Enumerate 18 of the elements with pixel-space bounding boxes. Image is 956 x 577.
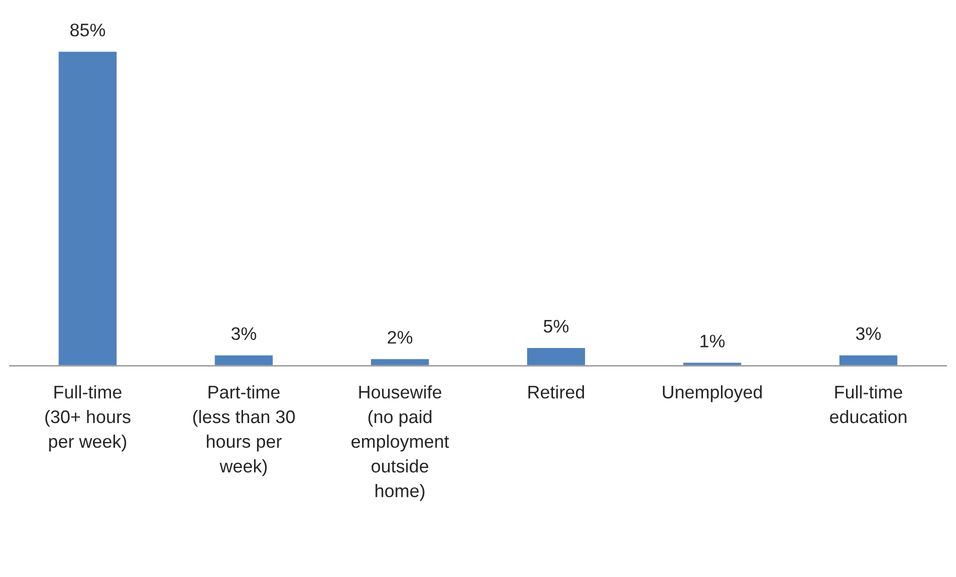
data-label: 5% — [544, 320, 568, 333]
data-label: 1% — [700, 334, 725, 348]
bar — [213, 354, 274, 366]
data-label: 3% — [856, 327, 881, 340]
bar — [838, 354, 899, 366]
x-tick-label: Full-time (30+ hours per week) — [45, 385, 130, 452]
bar — [682, 361, 743, 366]
data-label: 85% — [70, 24, 106, 36]
x-tick-label: Housewife (no paid employment outside home) — [352, 385, 449, 501]
data-label: 2% — [388, 330, 412, 344]
x-tick-label: Part-time (less than 30 hours per week) — [193, 385, 295, 476]
x-tick-label: Full-time education — [830, 385, 906, 424]
bar — [370, 358, 430, 366]
x-tick-label: Retired — [528, 385, 584, 399]
bar — [526, 346, 586, 366]
bar — [57, 50, 118, 366]
data-label: 3% — [231, 327, 256, 340]
x-tick-label: Unemployed — [662, 385, 762, 402]
